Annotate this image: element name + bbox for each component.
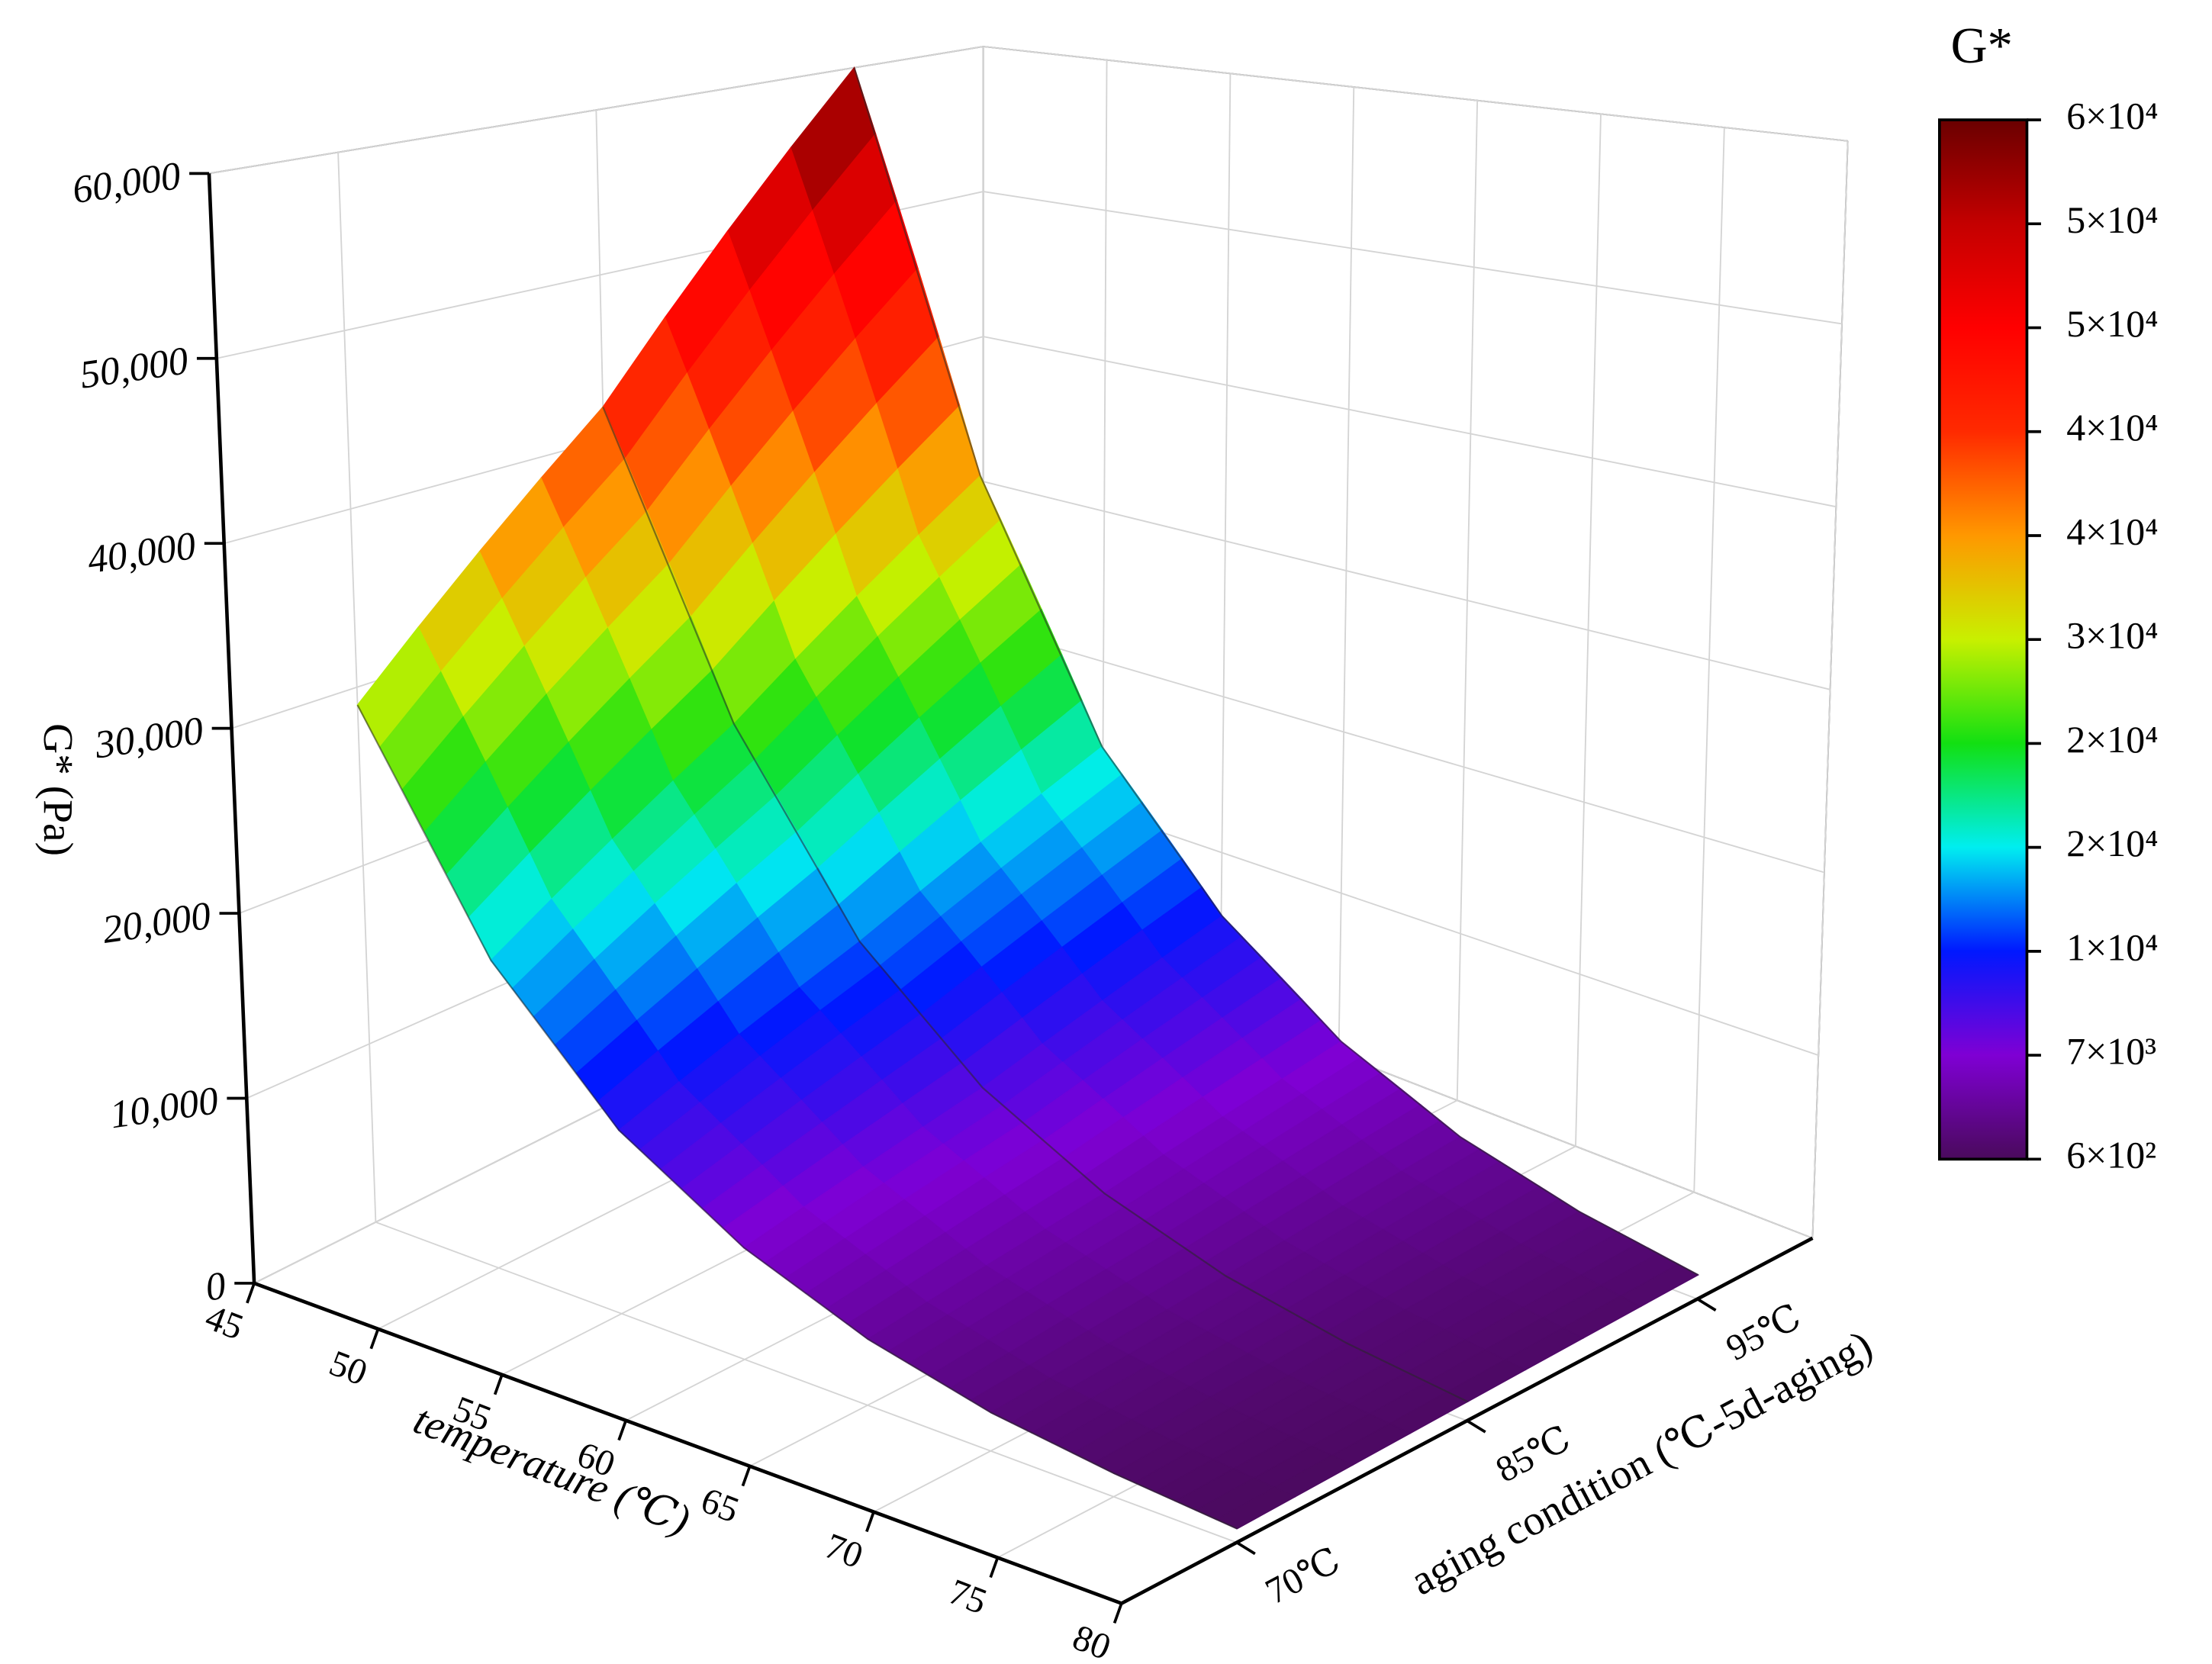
grid-line <box>983 46 1848 142</box>
z-tick-label: 60,000 <box>69 154 183 212</box>
tick-mark <box>741 1466 752 1487</box>
x-tick-label: 45 <box>200 1297 249 1348</box>
grid-line <box>983 626 1825 874</box>
z-tick-label: 30,000 <box>92 709 206 767</box>
grid-line <box>337 152 377 1222</box>
colorbar-title: G* <box>1951 18 2013 74</box>
tick-mark <box>617 1420 628 1441</box>
colorbar <box>1938 118 2029 1161</box>
tick-mark <box>1466 1419 1486 1434</box>
surface-line <box>853 67 1699 1276</box>
colorbar-tick-label: 6×10⁴ <box>2066 95 2158 137</box>
x-tick-label: 70 <box>819 1526 868 1577</box>
tick-mark <box>865 1511 875 1533</box>
surface-line <box>356 704 1238 1530</box>
surface-line <box>602 406 1468 1403</box>
z-tick-label: 10,000 <box>108 1079 221 1137</box>
colorbar-tick-label: 2×10⁴ <box>2066 719 2158 761</box>
grid-line <box>375 1221 1238 1543</box>
colorbar-tick-label: 7×10³ <box>2066 1031 2156 1073</box>
x-axis <box>253 1281 1122 1605</box>
tick-mark <box>989 1556 1000 1579</box>
colorbar-tick-label: 3×10⁴ <box>2066 615 2158 657</box>
tick-mark <box>369 1328 380 1350</box>
tick-mark <box>1235 1541 1256 1556</box>
y-tick-label: 70℃ <box>1259 1540 1347 1613</box>
colorbar-tick-label: 1×10⁴ <box>2066 926 2158 968</box>
tick-mark <box>1112 1602 1123 1624</box>
grid-line <box>983 191 1843 325</box>
x-tick-label: 80 <box>1067 1617 1116 1664</box>
tick-mark <box>493 1374 504 1395</box>
x-tick-label: 75 <box>943 1572 992 1623</box>
colorbar-tick-label: 5×10⁴ <box>2066 303 2158 345</box>
z-axis-label: G* (Pa) <box>35 723 82 856</box>
grid-line <box>983 481 1830 690</box>
z-tick-label: 20,000 <box>100 894 214 952</box>
colorbar-tick-label: 5×10⁴ <box>2066 199 2158 241</box>
tick-mark <box>1696 1298 1717 1312</box>
colorbar-tick-label: 6×10² <box>2066 1135 2156 1176</box>
colorbar-tick-label: 4×10⁴ <box>2066 407 2158 449</box>
z-tick-label: 40,000 <box>85 524 198 582</box>
tick-mark <box>246 1283 256 1304</box>
colorbar-tick-label: 2×10⁴ <box>2066 822 2158 864</box>
x-tick-label: 50 <box>324 1343 373 1394</box>
colorbar-tick-label: 4×10⁴ <box>2066 510 2158 552</box>
z-tick-label: 50,000 <box>77 339 191 397</box>
grid-line <box>983 336 1837 508</box>
x-tick-label: 65 <box>696 1480 745 1531</box>
